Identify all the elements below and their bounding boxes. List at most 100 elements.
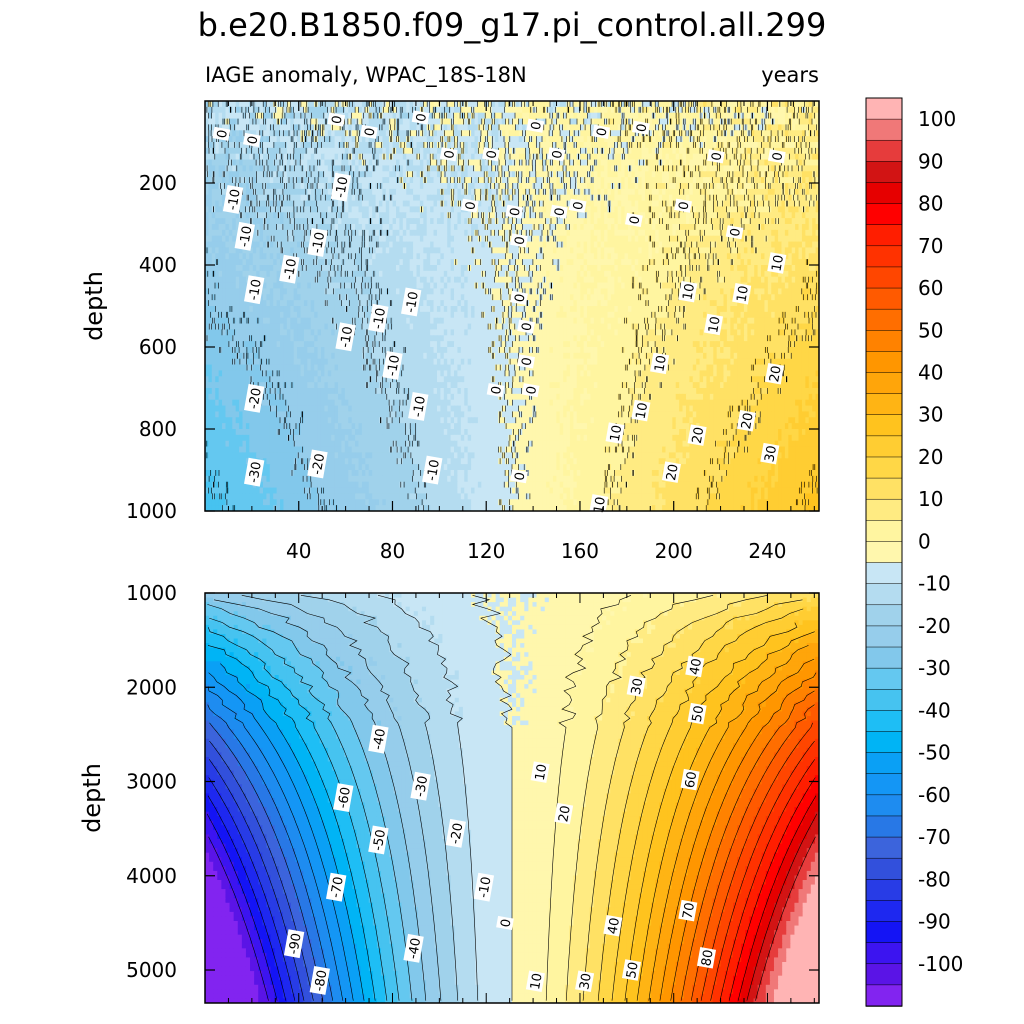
- upper-field-cell: [450, 124, 455, 131]
- upper-field-cell: [331, 101, 336, 108]
- upper-field-cell: [771, 229, 776, 237]
- upper-field-cell: [569, 106, 574, 114]
- upper-field-cell: [433, 118, 438, 126]
- upper-field-cell: [375, 259, 380, 266]
- upper-field-cell: [477, 194, 482, 202]
- upper-field-cell: [573, 212, 578, 219]
- upper-field-cell: [440, 194, 445, 202]
- upper-field-cell: [740, 171, 745, 178]
- upper-field-cell: [280, 183, 285, 190]
- upper-field-cell: [399, 130, 404, 137]
- upper-field-cell: [249, 106, 254, 114]
- upper-field-cell: [747, 136, 752, 143]
- upper-field-cell: [426, 183, 431, 190]
- upper-field-cell: [703, 253, 708, 260]
- upper-field-cell: [327, 212, 332, 219]
- upper-field-cell: [580, 229, 585, 237]
- upper-field-cell: [610, 177, 615, 184]
- upper-field-cell: [740, 177, 745, 184]
- upper-field-cell: [249, 194, 254, 202]
- upper-field-cell: [784, 253, 789, 260]
- upper-field-cell: [720, 112, 725, 120]
- upper-field-cell: [433, 259, 438, 266]
- upper-field-cell: [569, 235, 574, 243]
- upper-field-cell: [703, 130, 708, 137]
- upper-field-cell: [286, 112, 291, 120]
- upper-field-cell: [273, 229, 278, 237]
- upper-field-cell: [672, 112, 677, 120]
- upper-field-cell: [385, 235, 390, 243]
- upper-field-cell: [262, 142, 267, 149]
- upper-field-cell: [788, 171, 793, 178]
- upper-field-cell: [651, 194, 656, 202]
- upper-field-cell: [737, 130, 742, 137]
- upper-field-cell: [211, 183, 216, 190]
- upper-field-cell: [696, 136, 701, 143]
- upper-field-cell: [205, 118, 210, 126]
- upper-field-cell: [645, 247, 650, 254]
- upper-field-cell: [269, 118, 274, 126]
- upper-field-cell: [215, 194, 220, 202]
- upper-field-cell: [501, 159, 506, 167]
- upper-field-cell: [378, 247, 383, 254]
- upper-field-cell: [283, 101, 288, 108]
- upper-field-cell: [409, 171, 414, 178]
- upper-field-cell: [344, 147, 349, 155]
- upper-field-cell: [239, 247, 244, 254]
- upper-field-cell: [262, 165, 267, 172]
- upper-field-cell: [750, 200, 755, 208]
- upper-field-cell: [365, 200, 370, 208]
- upper-field-cell: [365, 247, 370, 254]
- upper-field-cell: [761, 118, 766, 126]
- upper-field-cell: [399, 142, 404, 149]
- upper-field-cell: [372, 183, 377, 190]
- upper-field-cell: [382, 229, 387, 237]
- upper-field-cell: [283, 247, 288, 254]
- upper-field-cell: [454, 200, 459, 208]
- upper-field-cell: [334, 253, 339, 260]
- upper-field-cell: [256, 147, 261, 155]
- upper-field-cell: [740, 165, 745, 172]
- upper-field-cell: [692, 177, 697, 184]
- upper-field-cell: [706, 130, 711, 137]
- upper-field-cell: [597, 212, 602, 219]
- upper-field-cell: [580, 183, 585, 190]
- upper-field-cell: [593, 212, 598, 219]
- upper-field-cell: [747, 171, 752, 178]
- upper-field-cell: [730, 101, 735, 108]
- upper-field-cell: [464, 165, 469, 172]
- upper-field-cell: [467, 218, 472, 225]
- upper-field-cell: [430, 183, 435, 190]
- upper-field-cell: [334, 241, 339, 249]
- upper-field-cell: [699, 171, 704, 178]
- upper-field-cell: [365, 212, 370, 219]
- upper-field-cell: [542, 159, 547, 167]
- upper-field-cell: [569, 101, 574, 108]
- upper-field-cell: [252, 247, 257, 254]
- upper-field-cell: [232, 159, 237, 167]
- upper-field-cell: [283, 177, 288, 184]
- upper-field-cell: [290, 229, 295, 237]
- upper-field-cell: [604, 118, 609, 126]
- upper-field-cell: [767, 212, 772, 219]
- upper-field-cell: [655, 118, 660, 126]
- upper-field-cell: [692, 200, 697, 208]
- upper-field-cell: [713, 194, 718, 202]
- upper-field-cell: [737, 147, 742, 155]
- upper-field-cell: [344, 124, 349, 131]
- upper-field-cell: [529, 171, 534, 178]
- upper-field-cell: [426, 229, 431, 237]
- upper-field-cell: [651, 118, 656, 126]
- upper-field-cell: [338, 235, 343, 243]
- upper-field-cell: [699, 212, 704, 219]
- upper-field-cell: [512, 218, 517, 225]
- upper-field-cell: [382, 183, 387, 190]
- upper-field-cell: [314, 177, 319, 184]
- upper-field-cell: [716, 106, 721, 114]
- upper-field-cell: [696, 171, 701, 178]
- upper-field-cell: [341, 224, 346, 231]
- upper-field-cell: [788, 253, 793, 260]
- upper-field-cell: [539, 259, 544, 266]
- upper-field-cell: [535, 101, 540, 108]
- upper-field-cell: [501, 130, 506, 137]
